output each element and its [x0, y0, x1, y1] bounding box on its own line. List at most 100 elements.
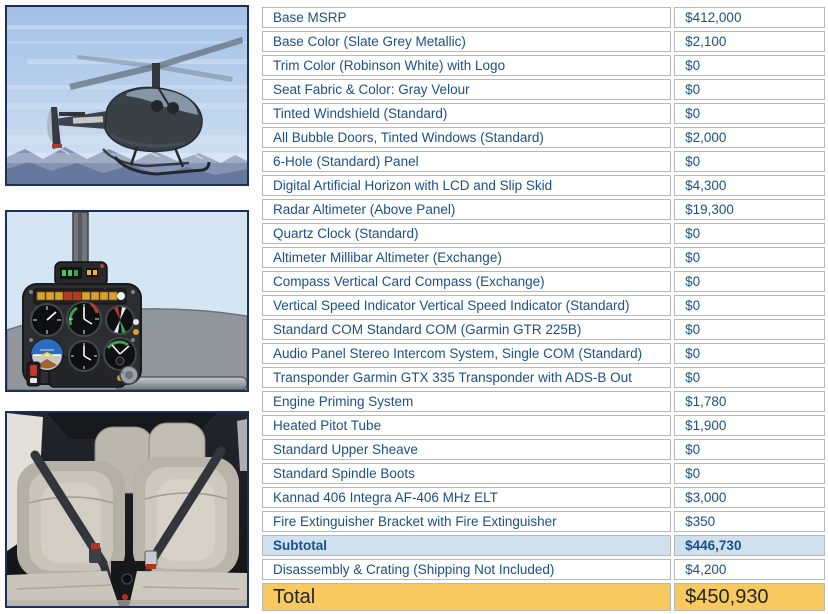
row-label: Compass Vertical Card Compass (Exchange)	[262, 271, 672, 292]
table-row: Altimeter Millibar Altimeter (Exchange) …	[262, 247, 825, 268]
master-switch	[26, 361, 41, 387]
row-price: $4,300	[674, 175, 825, 196]
right-window-sliver	[237, 419, 247, 471]
row-price: $0	[674, 343, 825, 364]
row-label: Audio Panel Stereo Intercom System, Sing…	[262, 343, 672, 364]
table-row: Standard Spindle Boots $0	[262, 463, 825, 484]
cabin-seats-photo	[5, 411, 249, 608]
landing-skids	[102, 146, 211, 176]
table-row: Standard Upper Sheave $0	[262, 439, 825, 460]
tail-fin	[51, 107, 61, 149]
radar-altimeter-unit	[54, 261, 108, 287]
row-label: Fire Extinguisher Bracket with Fire Exti…	[262, 511, 672, 532]
row-label: Standard Spindle Boots	[262, 463, 672, 484]
row-price: $446,730	[674, 535, 825, 556]
row-label: Subtotal	[262, 535, 672, 556]
table-row: 6-Hole (Standard) Panel $0	[262, 151, 825, 172]
row-price: $450,930	[674, 583, 825, 611]
table-row: Base MSRP $412,000	[262, 7, 825, 28]
table-row: Tinted Windshield (Standard) $0	[262, 103, 825, 124]
row-label: Kannad 406 Integra AF-406 MHz ELT	[262, 487, 672, 508]
row-price: $2,100	[674, 31, 825, 52]
row-price: $0	[674, 223, 825, 244]
row-price: $3,000	[674, 487, 825, 508]
row-price: $0	[674, 439, 825, 460]
row-label: Total	[262, 583, 672, 611]
table-row: Disassembly & Crating (Shipping Not Incl…	[262, 559, 825, 580]
rotor-mast	[152, 63, 160, 91]
vsi-gauge	[105, 305, 135, 335]
pricing-table-body: Base MSRP $412,000 Base Color (Slate Gre…	[262, 7, 825, 611]
table-row: All Bubble Doors, Tinted Windows (Standa…	[262, 127, 825, 148]
instrument-panel	[22, 283, 142, 388]
row-label: Altimeter Millibar Altimeter (Exchange)	[262, 247, 672, 268]
table-row: Transponder Garmin GTX 335 Transponder w…	[262, 367, 825, 388]
row-price: $0	[674, 295, 825, 316]
pricing-table: Base MSRP $412,000 Base Color (Slate Gre…	[259, 4, 828, 614]
row-price: $0	[674, 319, 825, 340]
row-label: 6-Hole (Standard) Panel	[262, 151, 672, 172]
helicopter	[47, 37, 243, 176]
stabilizer	[59, 112, 85, 116]
instrument-panel-illustration	[5, 210, 249, 392]
altimeter-knob	[119, 365, 139, 385]
row-label: Vertical Speed Indicator Vertical Speed …	[262, 295, 672, 316]
table-row: Seat Fabric & Color: Gray Velour $0	[262, 79, 825, 100]
row-label: Digital Artificial Horizon with LCD and …	[262, 175, 672, 196]
row-label: Radar Altimeter (Above Panel)	[262, 199, 672, 220]
panel-illustration	[7, 212, 247, 390]
helicopter-exterior-photo	[5, 5, 249, 186]
row-label: Standard Upper Sheave	[262, 439, 672, 460]
row-price: $0	[674, 247, 825, 268]
row-price: $412,000	[674, 7, 825, 28]
row-price: $1,900	[674, 415, 825, 436]
clock-gauge	[68, 340, 100, 372]
seats-illustration	[7, 413, 247, 606]
row-label: Engine Priming System	[262, 391, 672, 412]
row-label: Base Color (Slate Grey Metallic)	[262, 31, 672, 52]
table-row: Audio Panel Stereo Intercom System, Sing…	[262, 343, 825, 364]
table-row: Standard COM Standard COM (Garmin GTR 22…	[262, 319, 825, 340]
table-row: Engine Priming System $1,780	[262, 391, 825, 412]
row-price: $0	[674, 55, 825, 76]
table-row: Fire Extinguisher Bracket with Fire Exti…	[262, 511, 825, 532]
row-label: Quartz Clock (Standard)	[262, 223, 672, 244]
total-row: Total $450,930	[262, 583, 825, 611]
table-row: Radar Altimeter (Above Panel) $19,300	[262, 199, 825, 220]
row-price: $350	[674, 511, 825, 532]
row-label: All Bubble Doors, Tinted Windows (Standa…	[262, 127, 672, 148]
row-price: $0	[674, 271, 825, 292]
seat-cushions	[7, 571, 247, 606]
table-row: Heated Pitot Tube $1,900	[262, 415, 825, 436]
registration-marking	[72, 116, 104, 124]
row-price: $1,780	[674, 391, 825, 412]
row-label: Base MSRP	[262, 7, 672, 28]
subtotal-row: Subtotal $446,730	[262, 535, 825, 556]
row-label: Standard COM Standard COM (Garmin GTR 22…	[262, 319, 672, 340]
table-row: Base Color (Slate Grey Metallic) $2,100	[262, 31, 825, 52]
helicopter-illustration	[7, 7, 247, 184]
row-price: $0	[674, 151, 825, 172]
annunciator-strip	[33, 288, 127, 305]
canopy-glass	[126, 88, 198, 115]
row-label: Seat Fabric & Color: Gray Velour	[262, 79, 672, 100]
row-price: $0	[674, 103, 825, 124]
table-row: Trim Color (Robinson White) with Logo $0	[262, 55, 825, 76]
row-price: $0	[674, 79, 825, 100]
row-price: $0	[674, 367, 825, 388]
table-row: Compass Vertical Card Compass (Exchange)…	[262, 271, 825, 292]
row-label: Trim Color (Robinson White) with Logo	[262, 55, 672, 76]
pilot-silhouette	[151, 100, 163, 112]
table-row: Vertical Speed Indicator Vertical Speed …	[262, 295, 825, 316]
row-price: $4,200	[674, 559, 825, 580]
row-label: Heated Pitot Tube	[262, 415, 672, 436]
tachometer-gauge	[103, 337, 137, 371]
airspeed-gauge	[30, 303, 64, 337]
row-label: Transponder Garmin GTX 335 Transponder w…	[262, 367, 672, 388]
table-row: Kannad 406 Integra AF-406 MHz ELT $3,000	[262, 487, 825, 508]
row-price: $2,000	[674, 127, 825, 148]
table-row: Digital Artificial Horizon with LCD and …	[262, 175, 825, 196]
row-price: $0	[674, 463, 825, 484]
table-row: Quartz Clock (Standard) $0	[262, 223, 825, 244]
